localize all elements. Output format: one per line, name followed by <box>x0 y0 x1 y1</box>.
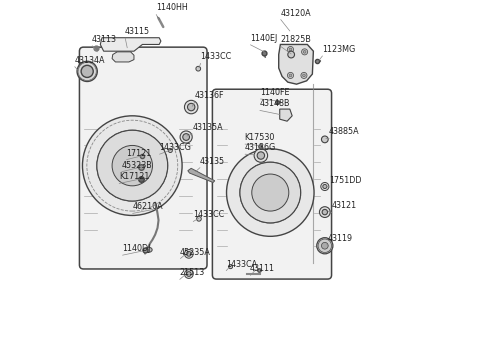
Text: 1140HH: 1140HH <box>156 3 188 13</box>
Text: 43135A: 43135A <box>192 123 223 132</box>
Polygon shape <box>100 38 161 51</box>
Polygon shape <box>112 52 134 62</box>
Circle shape <box>301 49 308 55</box>
Circle shape <box>81 65 93 77</box>
Text: 1433CA: 1433CA <box>226 260 257 269</box>
Circle shape <box>288 51 295 58</box>
Circle shape <box>303 50 306 53</box>
Circle shape <box>322 136 328 143</box>
Polygon shape <box>188 168 215 183</box>
Text: 43115: 43115 <box>125 27 150 36</box>
Text: 43148B: 43148B <box>260 99 290 108</box>
Text: 1433CC: 1433CC <box>200 52 231 61</box>
Circle shape <box>302 74 305 77</box>
Circle shape <box>288 72 294 78</box>
Polygon shape <box>279 45 313 84</box>
Circle shape <box>323 185 327 189</box>
Circle shape <box>240 162 300 223</box>
Text: 1140EJ: 1140EJ <box>250 34 277 43</box>
Text: 46210A: 46210A <box>132 202 163 211</box>
Circle shape <box>97 130 168 201</box>
Circle shape <box>197 216 201 221</box>
Circle shape <box>240 162 300 223</box>
Circle shape <box>77 61 97 81</box>
Text: 21513: 21513 <box>180 268 204 277</box>
Text: 43120A: 43120A <box>280 8 311 18</box>
Circle shape <box>184 249 193 258</box>
Circle shape <box>252 174 289 211</box>
Circle shape <box>317 238 333 254</box>
Text: 1123MG: 1123MG <box>322 45 355 54</box>
Text: 43885A: 43885A <box>329 127 360 136</box>
Circle shape <box>257 152 264 159</box>
Text: 45323B: 45323B <box>121 161 152 170</box>
Circle shape <box>186 251 191 256</box>
Circle shape <box>322 210 327 215</box>
FancyBboxPatch shape <box>79 47 207 269</box>
Text: 1140DJ: 1140DJ <box>122 244 151 253</box>
Circle shape <box>83 116 182 215</box>
Text: 43134A: 43134A <box>74 56 105 65</box>
Circle shape <box>228 265 233 269</box>
Text: 43136F: 43136F <box>194 91 224 100</box>
FancyBboxPatch shape <box>212 89 332 279</box>
Circle shape <box>320 207 330 217</box>
Circle shape <box>184 270 193 279</box>
Text: 43111: 43111 <box>250 264 275 273</box>
Text: K17121: K17121 <box>119 172 149 182</box>
Circle shape <box>289 48 292 51</box>
Circle shape <box>196 66 201 71</box>
Text: 17121: 17121 <box>126 149 152 158</box>
Text: 1433CC: 1433CC <box>193 211 224 219</box>
Circle shape <box>180 131 192 143</box>
Text: 21825B: 21825B <box>280 35 311 45</box>
Circle shape <box>97 130 168 201</box>
Text: 1140FE: 1140FE <box>260 88 290 97</box>
Text: 1433CG: 1433CG <box>159 143 191 152</box>
Circle shape <box>320 241 330 250</box>
Circle shape <box>183 134 190 140</box>
Circle shape <box>112 145 153 186</box>
Text: 43121: 43121 <box>332 201 357 210</box>
Circle shape <box>227 149 314 236</box>
Text: 43136G: 43136G <box>245 143 276 152</box>
Text: K17530: K17530 <box>245 133 275 142</box>
Text: 1751DD: 1751DD <box>329 176 361 185</box>
Circle shape <box>288 46 294 52</box>
Circle shape <box>254 149 268 162</box>
Text: 43135: 43135 <box>200 156 225 166</box>
Circle shape <box>186 272 191 276</box>
Circle shape <box>301 72 307 78</box>
Circle shape <box>184 100 198 114</box>
Circle shape <box>322 242 328 249</box>
Text: 43119: 43119 <box>327 234 353 243</box>
Text: 45235A: 45235A <box>180 247 211 257</box>
Text: 43113: 43113 <box>92 35 117 44</box>
Ellipse shape <box>145 247 152 252</box>
Polygon shape <box>280 109 292 121</box>
Circle shape <box>188 103 195 111</box>
Circle shape <box>318 239 332 252</box>
Circle shape <box>321 183 329 191</box>
Circle shape <box>168 148 172 152</box>
Circle shape <box>289 74 292 77</box>
